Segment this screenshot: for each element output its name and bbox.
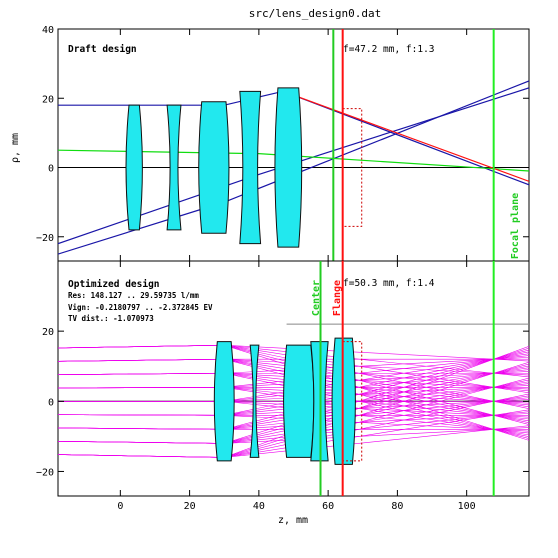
y-tick-label: 20 — [42, 327, 54, 338]
lens-element-3 — [310, 341, 329, 462]
lens-mount-outline — [342, 108, 363, 227]
x-tick-label: 60 — [322, 501, 334, 512]
x-tick-label: 0 — [117, 501, 123, 512]
focal-plane-label: Focal plane — [510, 193, 521, 259]
x-tick-label: 80 — [391, 501, 403, 512]
vignetting-info: Vign: -0.2180797 .. -2.372845 EV — [68, 303, 213, 312]
lens-element-1 — [249, 344, 260, 458]
lens-element-0 — [213, 341, 235, 462]
lens-element-2 — [198, 101, 230, 234]
tv-distortion-info: TV dist.: -1.070973 — [68, 314, 154, 323]
lens-element-0 — [125, 104, 143, 231]
bottom-panel-label: Optimized design — [68, 279, 160, 290]
resolution-info: Res: 148.127 .. 29.59735 l/mm — [68, 291, 199, 300]
plot-inner — [58, 261, 529, 496]
top-panel: −20 0 20 40 Draft design f=47.2 mm, f:1.3 ρ… — [10, 25, 530, 262]
top-panel-label: Draft design — [68, 44, 137, 55]
ray-fan — [58, 344, 529, 458]
lens-element-4 — [274, 87, 303, 248]
bottom-panel-annotation: f=50.3 mm, f:1.4 — [343, 278, 435, 289]
y-tick-label: 0 — [48, 397, 54, 408]
lens-element-3 — [239, 90, 262, 245]
flange-label: Flange — [332, 280, 343, 316]
figure-title: src/lens_design0.dat — [249, 7, 381, 20]
y-tick-label: −20 — [36, 467, 54, 478]
bottom-panel: 0 20 40 60 80 100 −20 0 20 Optimized design f=50… — [36, 260, 530, 526]
y-tick-label: −20 — [36, 233, 54, 244]
x-tick-label: 40 — [253, 501, 265, 512]
ray-3 — [58, 149, 529, 172]
lens-element-2 — [283, 344, 315, 458]
bottom-panel-frame — [57, 260, 530, 497]
lens-mount-outline — [342, 341, 363, 462]
center-label: Center — [311, 280, 322, 316]
optimized-ray-8-5 — [58, 344, 529, 362]
x-tick-label: 100 — [458, 501, 476, 512]
bottom-plot-area: 0 20 40 60 80 100 −20 0 20 — [36, 261, 529, 512]
top-panel-annotation: f=47.2 mm, f:1.3 — [343, 44, 435, 55]
y-tick-label: 0 — [48, 164, 54, 175]
plot-inner — [58, 29, 529, 261]
y-tick-label: 40 — [42, 25, 54, 36]
lens-element-1 — [166, 104, 182, 231]
lens-element-4 — [331, 337, 356, 465]
bottom-x-axis-label: z, mm — [278, 515, 308, 526]
y-tick-label: 20 — [42, 94, 54, 105]
ray-4 — [282, 90, 529, 182]
top-plot-area: −20 0 20 40 — [36, 25, 529, 261]
top-y-axis-label: ρ, mm — [10, 133, 21, 163]
x-tick-label: 20 — [184, 501, 196, 512]
